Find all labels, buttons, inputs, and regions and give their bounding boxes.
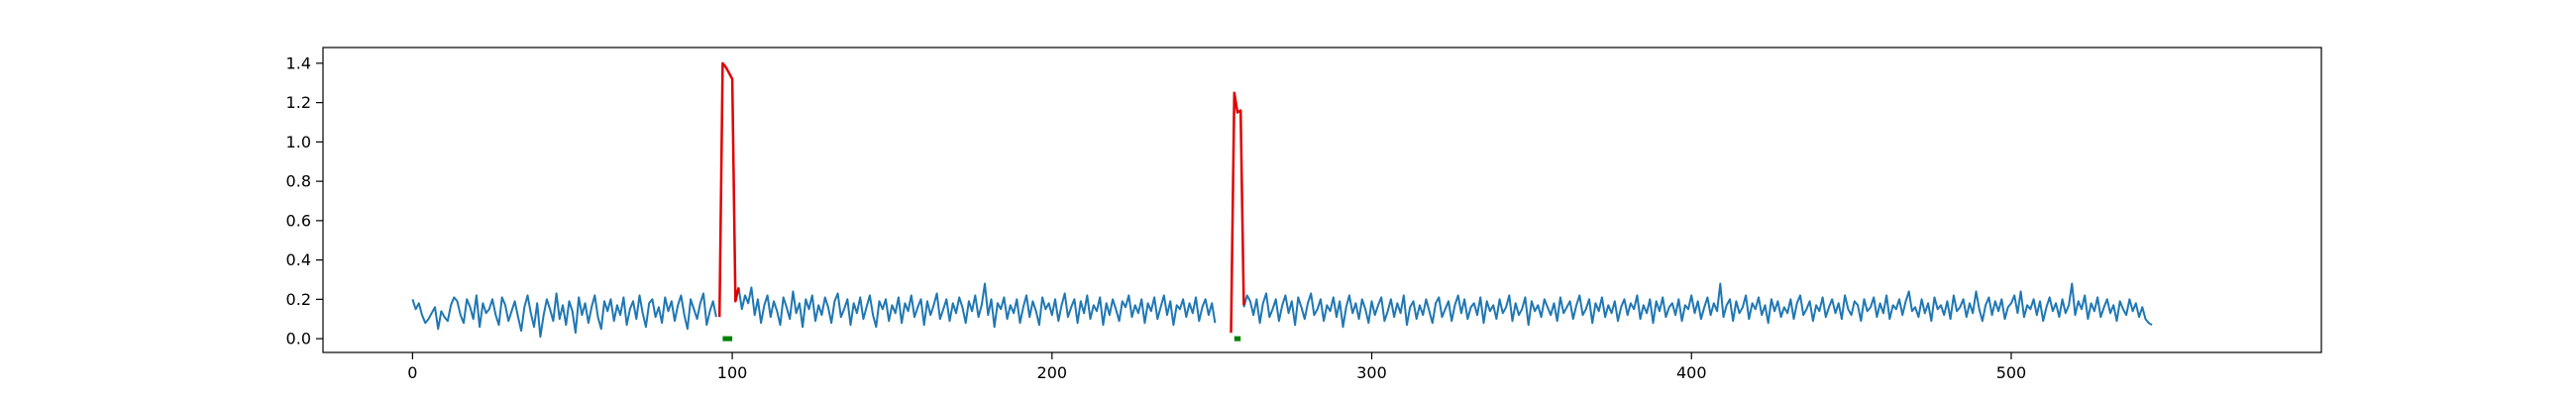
x-tick-label-4: 400 bbox=[1676, 363, 1707, 382]
x-tick-label-5: 500 bbox=[1996, 363, 2027, 382]
x-tick-label-1: 100 bbox=[717, 363, 748, 382]
series-line-red-segment-2 bbox=[1230, 91, 1245, 334]
series-layer bbox=[411, 61, 2153, 339]
series-line-blue-part-3 bbox=[1242, 282, 2153, 329]
series-line-red-segment-1 bbox=[717, 61, 740, 318]
y-tick-label-5: 1.0 bbox=[286, 133, 311, 151]
x-tick-label-3: 300 bbox=[1356, 363, 1387, 382]
y-tick-label-2: 0.4 bbox=[286, 250, 311, 269]
y-tick-label-7: 1.4 bbox=[286, 53, 311, 72]
y-axis: 0.0 0.2 0.4 0.6 0.8 1.0 1.2 1.4 bbox=[286, 53, 323, 348]
y-tick-label-6: 1.2 bbox=[286, 93, 311, 112]
series-line-blue-part-1 bbox=[411, 292, 717, 339]
y-tick-label-0: 0.0 bbox=[286, 330, 311, 348]
plot-area bbox=[323, 48, 2321, 352]
x-tick-label-2: 200 bbox=[1037, 363, 1068, 382]
y-tick-label-4: 0.8 bbox=[286, 172, 311, 191]
series-line-blue-part-2 bbox=[737, 282, 1217, 329]
y-tick-label-1: 0.2 bbox=[286, 290, 311, 309]
x-axis: 0 100 200 300 400 500 bbox=[407, 352, 2026, 382]
x-tick-label-0: 0 bbox=[407, 363, 417, 382]
axes-frame bbox=[322, 47, 2322, 353]
y-tick-label-3: 0.6 bbox=[286, 211, 311, 230]
